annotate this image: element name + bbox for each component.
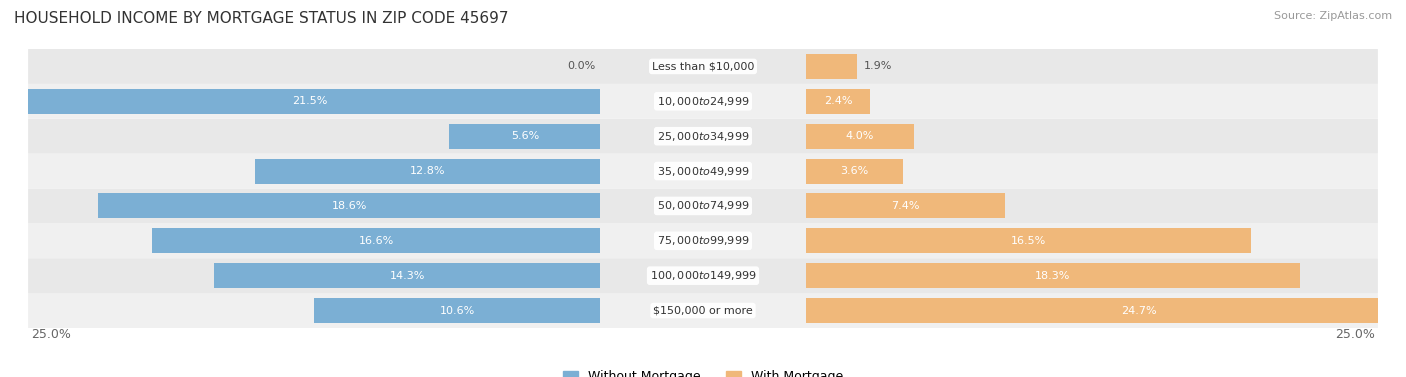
- Text: 21.5%: 21.5%: [292, 96, 328, 106]
- Text: 1.9%: 1.9%: [863, 61, 891, 72]
- Bar: [806, 263, 1299, 288]
- Bar: [806, 228, 1251, 253]
- Text: 25.0%: 25.0%: [1336, 328, 1375, 341]
- Bar: [450, 124, 600, 149]
- Text: 16.5%: 16.5%: [1011, 236, 1046, 246]
- Text: $50,000 to $74,999: $50,000 to $74,999: [657, 199, 749, 212]
- Text: 3.6%: 3.6%: [839, 166, 869, 176]
- Bar: [806, 298, 1406, 323]
- FancyBboxPatch shape: [28, 49, 1378, 84]
- Text: $25,000 to $34,999: $25,000 to $34,999: [657, 130, 749, 143]
- Text: $75,000 to $99,999: $75,000 to $99,999: [657, 234, 749, 247]
- Text: 4.0%: 4.0%: [845, 131, 873, 141]
- FancyBboxPatch shape: [28, 223, 1378, 258]
- Text: HOUSEHOLD INCOME BY MORTGAGE STATUS IN ZIP CODE 45697: HOUSEHOLD INCOME BY MORTGAGE STATUS IN Z…: [14, 11, 509, 26]
- FancyBboxPatch shape: [28, 293, 1378, 328]
- Bar: [152, 228, 600, 253]
- Text: 5.6%: 5.6%: [510, 131, 538, 141]
- Text: 10.6%: 10.6%: [440, 305, 475, 316]
- FancyBboxPatch shape: [28, 258, 1378, 293]
- FancyBboxPatch shape: [28, 84, 1378, 119]
- Text: $35,000 to $49,999: $35,000 to $49,999: [657, 165, 749, 178]
- Bar: [806, 158, 903, 184]
- Text: 25.0%: 25.0%: [31, 328, 70, 341]
- Bar: [806, 54, 856, 79]
- Bar: [214, 263, 600, 288]
- Bar: [20, 89, 600, 114]
- FancyBboxPatch shape: [28, 119, 1378, 154]
- Bar: [806, 89, 870, 114]
- Bar: [98, 193, 600, 219]
- Text: 24.7%: 24.7%: [1121, 305, 1157, 316]
- Text: $100,000 to $149,999: $100,000 to $149,999: [650, 269, 756, 282]
- Text: 2.4%: 2.4%: [824, 96, 852, 106]
- Bar: [315, 298, 600, 323]
- Text: Less than $10,000: Less than $10,000: [652, 61, 754, 72]
- Text: $150,000 or more: $150,000 or more: [654, 305, 752, 316]
- Text: 16.6%: 16.6%: [359, 236, 394, 246]
- FancyBboxPatch shape: [28, 188, 1378, 223]
- Text: 14.3%: 14.3%: [389, 271, 425, 281]
- Bar: [254, 158, 600, 184]
- Text: 18.6%: 18.6%: [332, 201, 367, 211]
- Bar: [806, 193, 1005, 219]
- FancyBboxPatch shape: [28, 154, 1378, 188]
- Text: $10,000 to $24,999: $10,000 to $24,999: [657, 95, 749, 108]
- Text: 7.4%: 7.4%: [891, 201, 920, 211]
- Legend: Without Mortgage, With Mortgage: Without Mortgage, With Mortgage: [562, 370, 844, 377]
- Text: 12.8%: 12.8%: [411, 166, 446, 176]
- Text: 0.0%: 0.0%: [567, 61, 595, 72]
- Bar: [806, 124, 914, 149]
- Text: 18.3%: 18.3%: [1035, 271, 1070, 281]
- Text: Source: ZipAtlas.com: Source: ZipAtlas.com: [1274, 11, 1392, 21]
